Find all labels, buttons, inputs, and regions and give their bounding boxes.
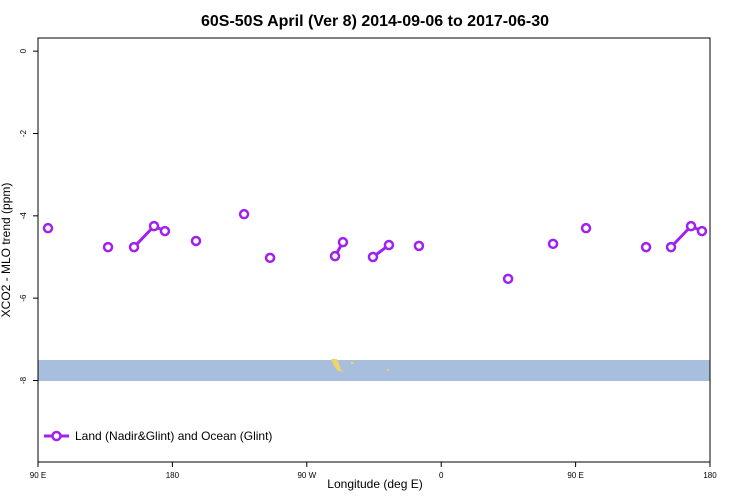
x-tick-label: 90 E [30,471,46,480]
y-tick-label: -8 [19,376,28,384]
point [337,236,349,248]
y-tick-label: -4 [19,212,28,220]
land-patch [351,362,354,364]
point [264,252,276,264]
point [685,220,697,232]
point [190,235,202,247]
point [502,273,514,285]
x-tick-label: 90 E [567,471,583,480]
point [696,225,708,237]
x-tick-label: 0 [439,471,444,480]
x-tick-label: 180 [703,471,717,480]
x-axis-label: Longitude (deg E) [327,477,422,491]
point [42,222,54,234]
y-tick-label: -2 [19,129,28,137]
point [148,220,160,232]
plot-frame [37,37,711,463]
point [640,241,652,253]
point [383,239,395,251]
point [665,241,677,253]
point [159,225,171,237]
point [102,241,114,253]
y-tick-label: 0 [19,48,28,53]
map-strip [38,360,710,381]
point [413,240,425,252]
y-axis-label: XCO2 - MLO trend (ppm) [0,183,13,318]
point [367,251,379,263]
y-tick-label: -6 [19,294,28,302]
land-patch [331,359,344,372]
x-tick-label: 90 W [297,471,316,480]
legend-label: Land (Nadir&Glint) and Ocean (Glint) [75,429,272,443]
land-patch [387,369,389,371]
point [329,250,341,262]
chart-title: 60S-50S April (Ver 8) 2014-09-06 to 2017… [201,13,549,30]
point [128,241,140,253]
point [238,208,250,220]
x-tick-label: 180 [166,471,180,480]
legend-marker [51,430,62,442]
point [547,238,559,250]
point [580,222,592,234]
